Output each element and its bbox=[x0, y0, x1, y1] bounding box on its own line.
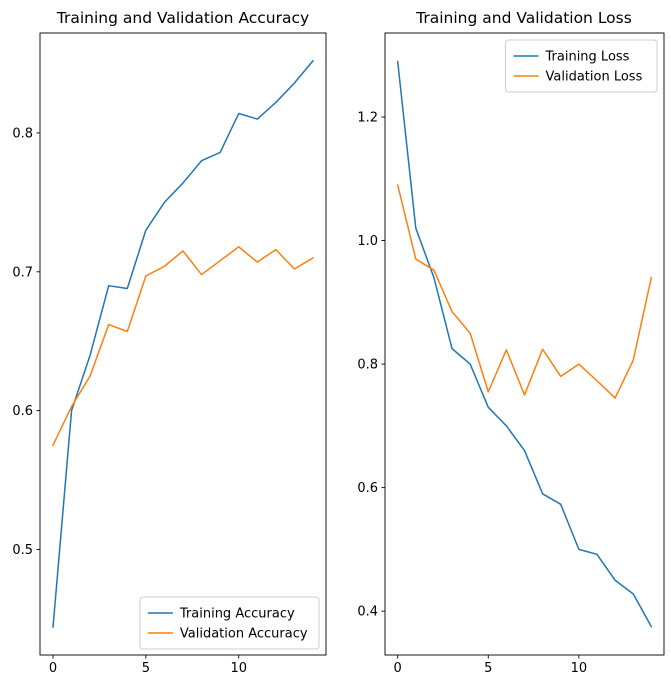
legend-box bbox=[139, 596, 320, 650]
y-tick-label: 0.8 bbox=[357, 358, 378, 373]
y-tick-label: 0.8 bbox=[12, 126, 33, 141]
y-tick-label: 0.5 bbox=[12, 543, 33, 558]
y-tick-label: 0.4 bbox=[357, 605, 378, 620]
loss-chart: Training and Validation Loss 0 5 10 0.4 0.6 0… bbox=[357, 9, 665, 676]
y-tick-label: 0.7 bbox=[12, 265, 33, 280]
x-tick-label: 0 bbox=[394, 661, 402, 676]
legend-label: Training Loss bbox=[545, 50, 630, 65]
x-tick-label: 5 bbox=[142, 661, 150, 676]
legend-box bbox=[505, 39, 658, 93]
y-tick-label: 1.0 bbox=[357, 234, 378, 249]
x-tick-label: 0 bbox=[49, 661, 57, 676]
legend-label: Validation Loss bbox=[546, 70, 643, 85]
axes-frame bbox=[39, 32, 327, 656]
legend-label: Training Accuracy bbox=[179, 607, 295, 622]
y-tick-label: 0.6 bbox=[12, 404, 33, 419]
x-tick-label: 10 bbox=[571, 661, 588, 676]
axes-frame bbox=[384, 32, 665, 656]
training-accuracy-line bbox=[52, 60, 314, 628]
training-loss-line bbox=[396, 60, 653, 628]
y-tick-label: 1.2 bbox=[357, 111, 378, 126]
validation-loss-line bbox=[396, 184, 653, 399]
legend-label: Validation Accuracy bbox=[180, 627, 308, 642]
x-tick-label: 5 bbox=[484, 661, 492, 676]
accuracy-chart: Training and Validation Accuracy 0 5 10 0.5… bbox=[12, 9, 327, 676]
loss-chart-title: Training and Validation Loss bbox=[415, 9, 632, 27]
y-tick-label: 0.6 bbox=[357, 481, 378, 496]
accuracy-chart-title: Training and Validation Accuracy bbox=[56, 9, 309, 27]
validation-accuracy-line bbox=[52, 246, 314, 447]
x-tick-label: 10 bbox=[230, 661, 247, 676]
